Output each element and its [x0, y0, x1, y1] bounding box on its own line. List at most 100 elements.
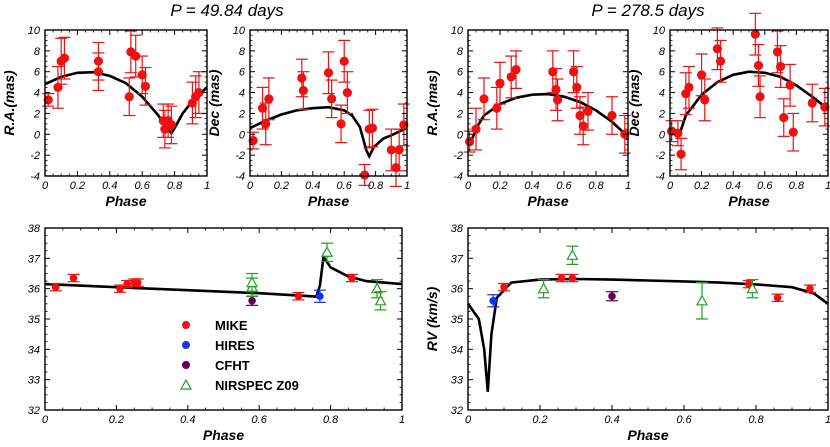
point-marker: [607, 110, 617, 121]
point-marker: [511, 65, 521, 75]
legend-label: CFHT: [215, 358, 250, 373]
plot-frame: [467, 29, 629, 177]
y-axis-label: Dec (mas): [626, 69, 642, 136]
data-point-mike: [582, 91, 594, 131]
data-point-mike: [393, 128, 406, 172]
x-tick-label: 1: [625, 180, 631, 192]
point-marker: [360, 170, 370, 180]
y-tick-label: 4: [34, 88, 40, 100]
y-tick-label: 2: [238, 108, 245, 120]
data-point-mike: [577, 106, 590, 146]
y-tick-label: 37: [451, 253, 464, 265]
point-marker: [471, 124, 481, 134]
point-marker: [572, 82, 582, 92]
point-marker: [807, 98, 817, 108]
y-tick-label: 38: [451, 223, 464, 235]
point-marker: [553, 95, 563, 105]
data-point-mike: [113, 284, 126, 293]
point-marker: [779, 113, 789, 123]
y-axis-label: R.A.(mas): [424, 70, 440, 136]
data-point-mike: [325, 79, 338, 119]
x-tick-label: 0.8: [789, 180, 805, 192]
legend-marker: [182, 341, 190, 349]
x-tick-label: 0.6: [252, 414, 268, 426]
data-point-mike: [818, 87, 830, 127]
model-curve: [44, 253, 403, 298]
x-tick-label: 1: [204, 180, 210, 192]
legend-entry: CFHT: [182, 358, 250, 373]
point-marker: [386, 145, 396, 155]
data-point-mike: [574, 96, 586, 135]
point-marker: [53, 82, 63, 92]
point-marker: [294, 292, 303, 301]
y-tick-label: 0: [239, 129, 246, 141]
y-tick-label: 0: [457, 129, 464, 141]
data-point-mike: [129, 34, 142, 78]
x-tick-label: 0: [465, 180, 472, 192]
data-point-mike: [385, 128, 398, 172]
point-marker: [673, 128, 683, 138]
x-tick-label: 0.4: [305, 180, 320, 192]
data-point-mike: [123, 77, 136, 117]
x-tick-label: 0.8: [323, 414, 339, 426]
y-tick-label: -4: [655, 171, 665, 183]
y-tick-label: 4: [659, 88, 665, 100]
x-tick-label: 0.4: [726, 180, 741, 192]
legend-label: NIRSPEC Z09: [215, 378, 299, 393]
data-point-mike: [682, 65, 695, 109]
data-point-nirspec: [746, 278, 759, 299]
point-marker: [697, 70, 707, 80]
data-point-mike: [774, 45, 787, 88]
data-point-mike: [806, 83, 819, 123]
plot-frame: [44, 29, 208, 177]
point-marker: [557, 274, 566, 282]
data-point-mike: [784, 63, 797, 107]
point-marker: [566, 249, 579, 260]
y-tick-label: 34: [451, 344, 463, 356]
point-marker: [116, 284, 124, 293]
y-tick-label: -4: [453, 171, 463, 183]
y-tick-label: 33: [451, 375, 464, 387]
y-tick-label: 2: [456, 108, 463, 120]
title-right: P = 278.5 days: [591, 1, 705, 20]
x-tick-label: 0.6: [676, 414, 692, 426]
x-tick-label: 0.8: [588, 180, 604, 192]
x-tick-label: 0.4: [604, 414, 619, 426]
point-marker: [806, 284, 814, 293]
data-point-mike: [570, 65, 583, 109]
y-tick-label: -4: [235, 171, 245, 183]
point-marker: [479, 94, 489, 104]
x-axis-label: Phase: [203, 427, 244, 443]
data-point-mike: [158, 109, 171, 149]
panel-2: 0 0.2 0.4 0.6 0.8 1 -4 -2 0 2 4 6 8 10 Phase Dec (mas): [206, 25, 410, 209]
point-marker: [69, 274, 78, 282]
data-point-mike: [247, 131, 260, 150]
y-tick-label: 2: [33, 108, 40, 120]
point-marker: [578, 121, 588, 131]
data-point-mike: [262, 77, 275, 121]
x-tick-label: 0.4: [524, 180, 539, 192]
data-point-mike: [777, 98, 790, 137]
data-point-mike: [338, 39, 351, 83]
y-tick-label: 10: [28, 25, 41, 37]
data-point-mike: [397, 103, 410, 147]
y-tick-label: 38: [28, 223, 41, 235]
data-point-mike: [67, 273, 80, 283]
point-marker: [323, 68, 334, 78]
point-marker: [568, 274, 577, 282]
model-curve: [467, 92, 630, 143]
data-point-mike: [366, 108, 379, 148]
x-tick-label: 0.8: [368, 180, 384, 192]
y-tick-label: 10: [233, 25, 246, 37]
data-point-mike: [322, 51, 335, 95]
point-marker: [712, 44, 723, 54]
point-marker: [465, 136, 475, 147]
point-marker: [548, 67, 558, 77]
legend: MIKE HIRES CFHT NIRSPEC Z09: [179, 318, 299, 393]
y-tick-label: 6: [34, 67, 41, 79]
y-tick-label: 32: [451, 405, 463, 417]
point-marker: [700, 95, 710, 105]
x-tick-label: 1: [399, 414, 405, 426]
point-marker: [59, 53, 70, 63]
